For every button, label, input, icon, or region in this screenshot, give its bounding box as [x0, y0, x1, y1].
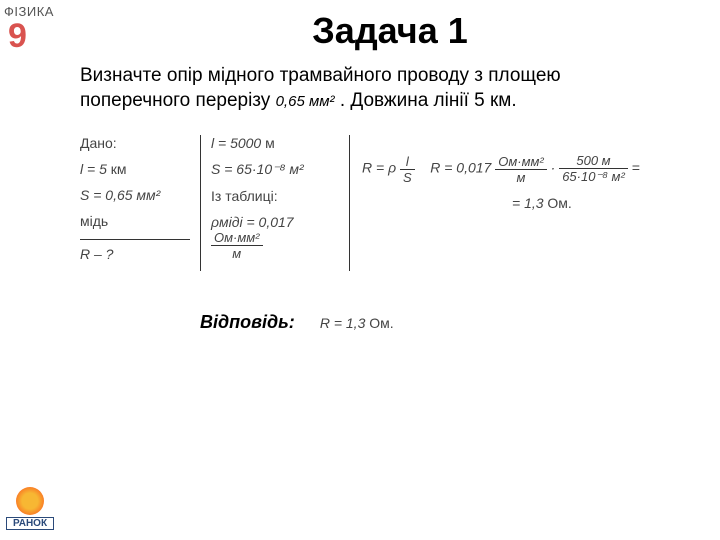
answer-block: Відповідь: R = 1,3 Ом. [200, 312, 700, 333]
problem-statement: Визначте опір мідного трамвайного провод… [80, 64, 700, 113]
conv-length: l = 5000 м [211, 135, 339, 151]
publisher-name: РАНОК [6, 517, 54, 530]
given-length: l = 5 км [80, 161, 190, 177]
given-material: мідь [80, 213, 190, 229]
calc-result: = 1,3 Ом. [512, 195, 700, 211]
problem-line2b: . Довжина лінії 5 км. [340, 90, 517, 111]
given-column: Дано: l = 5 км S = 0,65 мм² мідь R – ? [80, 135, 200, 272]
problem-area-value: 0,65 мм² [276, 93, 335, 110]
conv-rho: ρміді = 0,017 Ом·мм² м [211, 214, 339, 261]
answer-value: R = 1,3 Ом. [320, 315, 394, 331]
conversion-column: l = 5000 м S = 65·10⁻⁸ м² Із таблиці: ρм… [200, 135, 350, 271]
sidebar-grade: 9 [0, 17, 50, 56]
sun-icon [16, 487, 44, 515]
main-content: Задача 1 Визначте опір мідного трамвайно… [60, 0, 720, 333]
calculation-column: R = ρ l S R = 0,017 Ом·мм² м · 500 м 65·… [350, 135, 700, 221]
solution-block: Дано: l = 5 км S = 0,65 мм² мідь R – ? l… [80, 135, 700, 272]
given-header: Дано: [80, 135, 190, 151]
conv-area: S = 65·10⁻⁸ м² [211, 161, 339, 178]
problem-line1: Визначте опір мідного трамвайного провод… [80, 65, 561, 86]
problem-title: Задача 1 [80, 10, 700, 52]
problem-line2a: поперечного перерізу [80, 90, 276, 111]
sidebar: ФІЗИКА 9 [0, 0, 50, 120]
given-area: S = 0,65 мм² [80, 187, 190, 203]
publisher-logo: РАНОК [6, 487, 54, 530]
conv-table-label: Із таблиці: [211, 188, 339, 204]
given-question: R – ? [80, 239, 190, 262]
calc-formula: R = ρ l S R = 0,017 Ом·мм² м · 500 м 65·… [362, 153, 700, 185]
answer-label: Відповідь: [200, 312, 295, 332]
